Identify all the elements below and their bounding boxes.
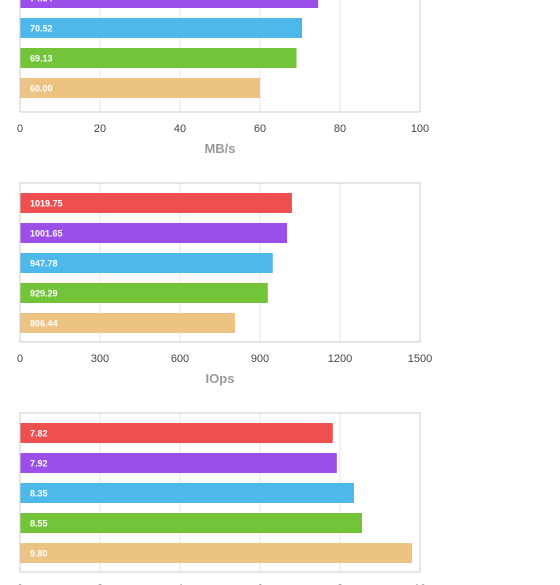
x-tick-label: 0 bbox=[17, 583, 23, 585]
x-tick-label: 1200 bbox=[328, 353, 352, 365]
x-tick-label: 300 bbox=[91, 353, 109, 365]
bar bbox=[20, 423, 333, 443]
x-tick-label: 6 bbox=[257, 583, 263, 585]
bar bbox=[20, 543, 412, 563]
bar-value-label: 7.92 bbox=[30, 459, 48, 469]
x-tick-label: 20 bbox=[94, 123, 106, 135]
bar bbox=[20, 0, 319, 8]
x-axis-label: MB/s bbox=[204, 141, 235, 156]
bar-value-label: 7.82 bbox=[30, 429, 48, 439]
x-tick-label: 60 bbox=[254, 123, 266, 135]
bar-value-label: 70.52 bbox=[30, 24, 53, 34]
bar bbox=[20, 193, 292, 213]
bar bbox=[20, 48, 297, 68]
bar bbox=[20, 283, 268, 303]
bar bbox=[20, 78, 260, 98]
bar-value-label: 1019.75 bbox=[30, 199, 63, 209]
x-tick-label: 80 bbox=[334, 123, 346, 135]
bar-value-label: 947.78 bbox=[30, 259, 58, 269]
bar-value-label: 60.00 bbox=[30, 84, 53, 94]
bar-value-label: 806.44 bbox=[30, 319, 58, 329]
x-tick-label: 0 bbox=[17, 353, 23, 365]
bar bbox=[20, 253, 273, 273]
x-tick-label: 2 bbox=[97, 583, 103, 585]
plot-frame bbox=[19, 182, 421, 343]
bar bbox=[20, 313, 236, 333]
x-tick-label: 40 bbox=[174, 123, 186, 135]
x-tick-label: 4 bbox=[177, 583, 183, 585]
bar bbox=[20, 453, 337, 473]
bar bbox=[20, 513, 362, 533]
bar-value-label: 929.29 bbox=[30, 289, 58, 299]
bar-value-label: 69.13 bbox=[30, 54, 53, 64]
x-tick-label: 100 bbox=[411, 123, 429, 135]
x-axis-label: IOps bbox=[206, 371, 235, 386]
x-tick-label: 8 bbox=[337, 583, 343, 585]
bar-value-label: 74.54 bbox=[30, 0, 53, 4]
x-tick-label: 1500 bbox=[408, 353, 432, 365]
bar bbox=[20, 18, 303, 38]
x-tick-label: 900 bbox=[251, 353, 269, 365]
plot-frame bbox=[19, 412, 421, 573]
x-tick-label: 0 bbox=[17, 123, 23, 135]
bar-value-label: 9.80 bbox=[30, 549, 48, 559]
bar-value-label: 8.55 bbox=[30, 519, 48, 529]
plot-frame bbox=[19, 0, 421, 113]
x-tick-label: 10 bbox=[414, 583, 426, 585]
bar-value-label: 8.35 bbox=[30, 489, 48, 499]
bar-value-label: 1001.65 bbox=[30, 229, 63, 239]
bar bbox=[20, 223, 288, 243]
bar bbox=[20, 483, 354, 503]
x-tick-label: 600 bbox=[171, 353, 189, 365]
